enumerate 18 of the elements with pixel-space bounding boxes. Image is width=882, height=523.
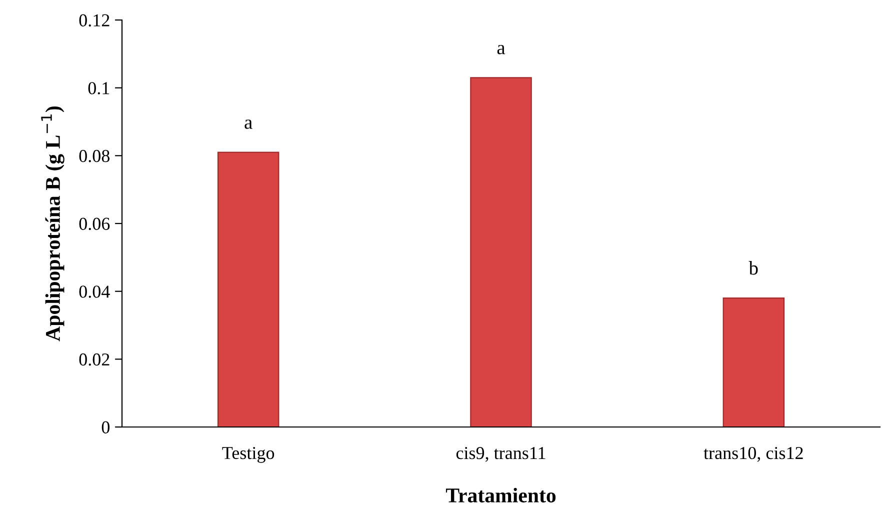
y-tick-label: 0.02 xyxy=(79,353,110,366)
x-tick-label: Testigo xyxy=(222,446,274,463)
y-tick-label: 0.06 xyxy=(79,218,110,230)
annotation: a xyxy=(244,120,252,129)
y-tick-label: 0.12 xyxy=(79,14,110,27)
x-axis-title: Tratamiento xyxy=(446,488,556,502)
y-axis-title: Apolipoproteína B (g L$^{−1}$) xyxy=(41,106,64,342)
y-tick-label: 0.04 xyxy=(79,286,110,298)
x-tick-label: cis9, trans11 xyxy=(456,447,546,462)
annotation: a xyxy=(497,44,506,54)
x-tick-label: trans10, cis12 xyxy=(704,446,803,462)
y-tick-label: 0 xyxy=(102,421,110,434)
annotation: b xyxy=(748,261,758,275)
y-tick-label: 0.08 xyxy=(79,150,110,162)
bar xyxy=(722,298,785,427)
bar xyxy=(217,152,280,427)
bar xyxy=(470,77,532,427)
y-tick-label: 0.1 xyxy=(88,82,110,94)
